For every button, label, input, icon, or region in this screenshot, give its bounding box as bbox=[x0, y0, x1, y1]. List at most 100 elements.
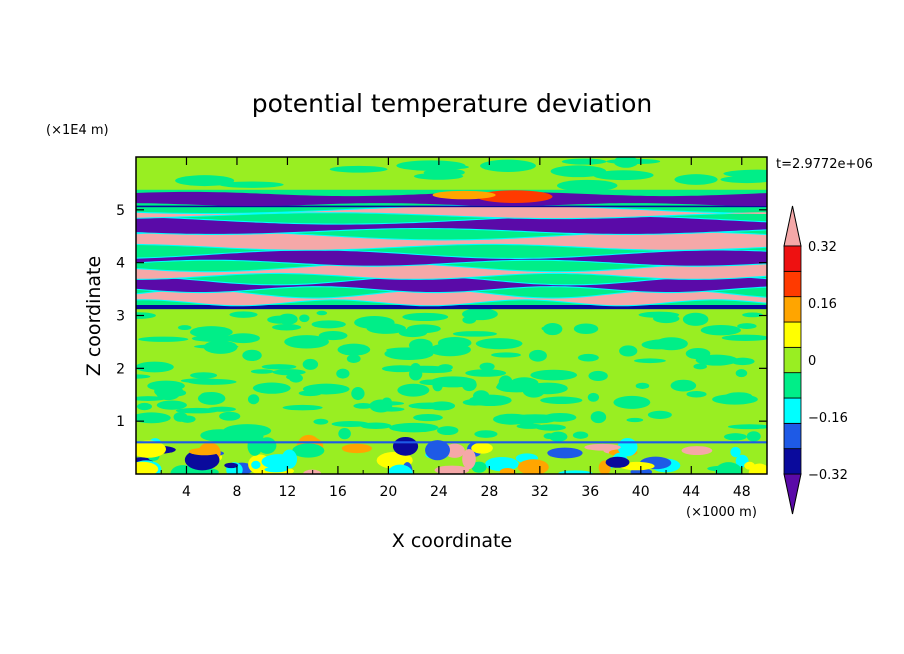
x-axis-label: X coordinate bbox=[392, 530, 512, 552]
contour-region bbox=[471, 442, 493, 454]
contour-region bbox=[189, 326, 233, 339]
contour-region bbox=[419, 379, 445, 386]
contour-region bbox=[462, 448, 476, 470]
contour-region bbox=[136, 396, 166, 401]
chart-title: potential temperature deviation bbox=[252, 89, 652, 118]
contour-region bbox=[136, 361, 174, 373]
contour-region bbox=[485, 456, 519, 472]
contour-region bbox=[549, 431, 568, 442]
contour-region bbox=[647, 410, 672, 419]
contour-region bbox=[281, 449, 298, 469]
contour-region bbox=[735, 369, 748, 378]
x-tick-label: 36 bbox=[581, 484, 599, 500]
contour-region bbox=[136, 205, 767, 208]
contour-region bbox=[693, 363, 707, 370]
contour-region bbox=[173, 412, 188, 422]
contour-region bbox=[541, 325, 561, 332]
x-tick-label: 28 bbox=[480, 484, 498, 500]
contour-region bbox=[425, 440, 450, 461]
contour-region bbox=[190, 372, 218, 379]
colorbar-tick-label: 0.16 bbox=[808, 297, 837, 312]
contour-region bbox=[257, 437, 277, 454]
x-tick-label: 16 bbox=[329, 484, 347, 500]
contour-region bbox=[432, 190, 496, 200]
contour-region bbox=[619, 345, 638, 357]
contour-region bbox=[224, 462, 239, 469]
contour-region bbox=[498, 375, 513, 390]
contour-region bbox=[530, 369, 578, 381]
contour-region bbox=[681, 446, 713, 456]
x-tick-label: 8 bbox=[232, 484, 241, 500]
colorbar-swatch bbox=[783, 422, 802, 450]
contour-region bbox=[437, 426, 459, 435]
contour-region bbox=[653, 314, 680, 324]
contour-region bbox=[452, 331, 497, 337]
contour-region bbox=[558, 470, 593, 474]
colorbar-tick-label: 0.32 bbox=[808, 240, 837, 255]
contour-region bbox=[465, 369, 507, 377]
y-tick-label: 3 bbox=[116, 309, 125, 325]
contour-region bbox=[430, 376, 476, 388]
contour-region bbox=[136, 250, 767, 266]
contour-region bbox=[329, 165, 388, 173]
contour-region bbox=[180, 378, 222, 384]
contour-region bbox=[408, 402, 451, 410]
contour-region bbox=[136, 412, 171, 424]
contour-region bbox=[136, 374, 151, 379]
contour-region bbox=[635, 382, 650, 389]
contour-region bbox=[479, 362, 495, 371]
contour-region bbox=[588, 370, 608, 382]
contour-region bbox=[200, 429, 241, 442]
contour-region bbox=[136, 440, 167, 458]
time-label: t=2.9772e+06 bbox=[776, 157, 873, 172]
contour-region bbox=[261, 364, 297, 370]
contour-region bbox=[302, 383, 350, 395]
contour-region bbox=[203, 340, 238, 354]
contour-region bbox=[528, 349, 547, 362]
contour-region bbox=[175, 407, 219, 414]
colorbar-swatch bbox=[783, 296, 802, 323]
contour-field bbox=[136, 157, 767, 474]
contour-region bbox=[303, 469, 322, 474]
colorbar: 0.32 0.16 0 −0.16 −0.32 bbox=[783, 205, 848, 515]
contour-region bbox=[392, 436, 419, 456]
contour-region bbox=[299, 314, 310, 323]
contour-region bbox=[341, 443, 372, 454]
contour-region bbox=[744, 461, 755, 470]
colorbar-tick-label: −0.32 bbox=[808, 468, 848, 483]
contour-region bbox=[219, 411, 241, 421]
contour-region bbox=[229, 311, 258, 318]
contour-region bbox=[517, 459, 549, 474]
contour-region bbox=[737, 323, 757, 330]
colorbar-tick-label: 0 bbox=[808, 354, 816, 369]
x-tick-label: 48 bbox=[733, 484, 751, 500]
x-tick-label: 24 bbox=[430, 484, 448, 500]
contour-region bbox=[413, 413, 443, 422]
x-tick-label: 4 bbox=[182, 484, 191, 500]
contour-region bbox=[476, 190, 553, 203]
contour-region bbox=[613, 157, 639, 168]
contour-region bbox=[316, 310, 328, 316]
contour-region bbox=[376, 451, 413, 469]
x-unit-label: (×1000 m) bbox=[686, 505, 757, 520]
x-tick-label: 20 bbox=[379, 484, 397, 500]
contour-region bbox=[474, 430, 498, 438]
y-unit-label: (×1E4 m) bbox=[46, 123, 109, 138]
contour-region bbox=[282, 404, 323, 411]
contour-region bbox=[437, 337, 472, 349]
colorbar-swatch bbox=[783, 321, 802, 348]
contour-region bbox=[480, 159, 536, 172]
contour-region bbox=[136, 402, 152, 411]
contour-region bbox=[336, 368, 350, 379]
contour-region bbox=[242, 349, 262, 362]
contour-region bbox=[414, 367, 453, 374]
contour-region bbox=[247, 436, 263, 456]
contour-region bbox=[136, 263, 767, 279]
contour-region bbox=[633, 358, 666, 364]
contour-region bbox=[590, 411, 607, 424]
contour-region bbox=[410, 362, 421, 375]
colorbar-min-arrow bbox=[783, 473, 802, 515]
x-tick-label: 12 bbox=[279, 484, 297, 500]
contour-region bbox=[561, 158, 607, 165]
contour-region bbox=[156, 386, 181, 401]
